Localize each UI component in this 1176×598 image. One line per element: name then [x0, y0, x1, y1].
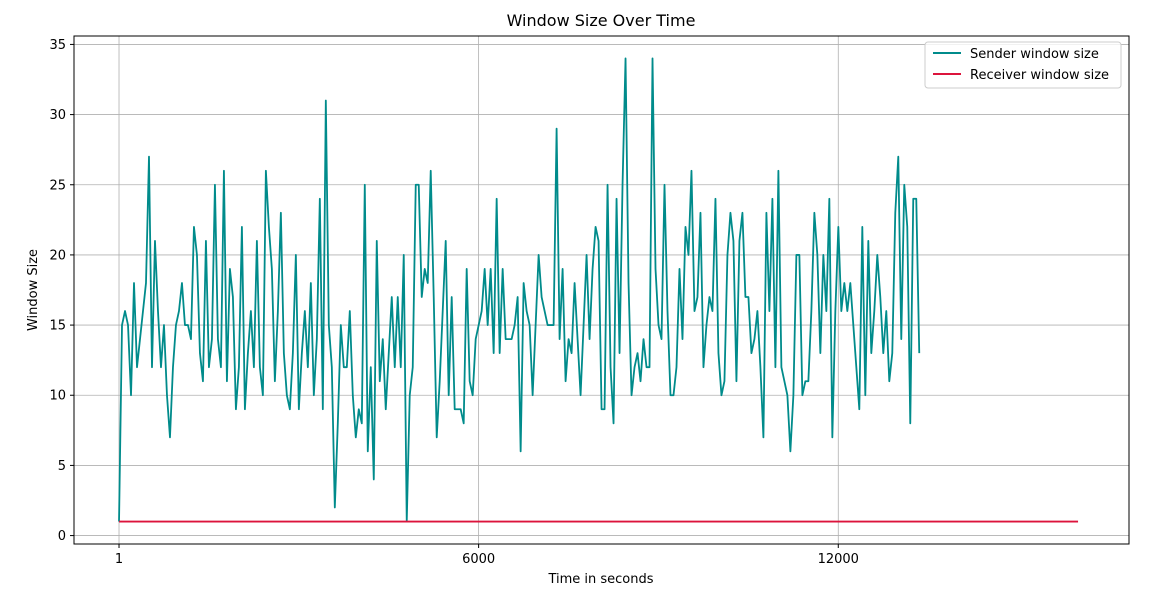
y-axis-label: Window Size [26, 249, 41, 331]
legend-label-receiver: Receiver window size [970, 68, 1109, 83]
chart-title: Window Size Over Time [507, 11, 696, 30]
y-tick-label: 35 [49, 38, 66, 53]
legend-box [924, 41, 1122, 89]
y-tick-label: 20 [49, 248, 66, 263]
x-axis-ticks: 1 6000 12000 [115, 544, 859, 567]
y-tick-label: 0 [58, 529, 66, 544]
y-tick-label: 15 [49, 319, 66, 334]
x-tick-label: 1 [115, 552, 123, 567]
x-tick-label: 12000 [818, 552, 859, 567]
plot-frame [73, 35, 1130, 545]
y-tick-label: 25 [49, 178, 66, 193]
legend: Sender window size Receiver window size [924, 41, 1122, 89]
series-line-sender [118, 57, 921, 523]
y-tick-label: 10 [49, 389, 66, 404]
y-tick-label: 30 [49, 108, 66, 123]
legend-label-sender: Sender window size [970, 47, 1099, 62]
y-axis-ticks: 0 5 10 15 20 25 30 35 [49, 38, 74, 544]
x-axis-label: Time in seconds [547, 572, 653, 587]
y-tick-label: 5 [58, 459, 66, 474]
x-tick-label: 6000 [462, 552, 495, 567]
series-layer [118, 57, 1079, 523]
